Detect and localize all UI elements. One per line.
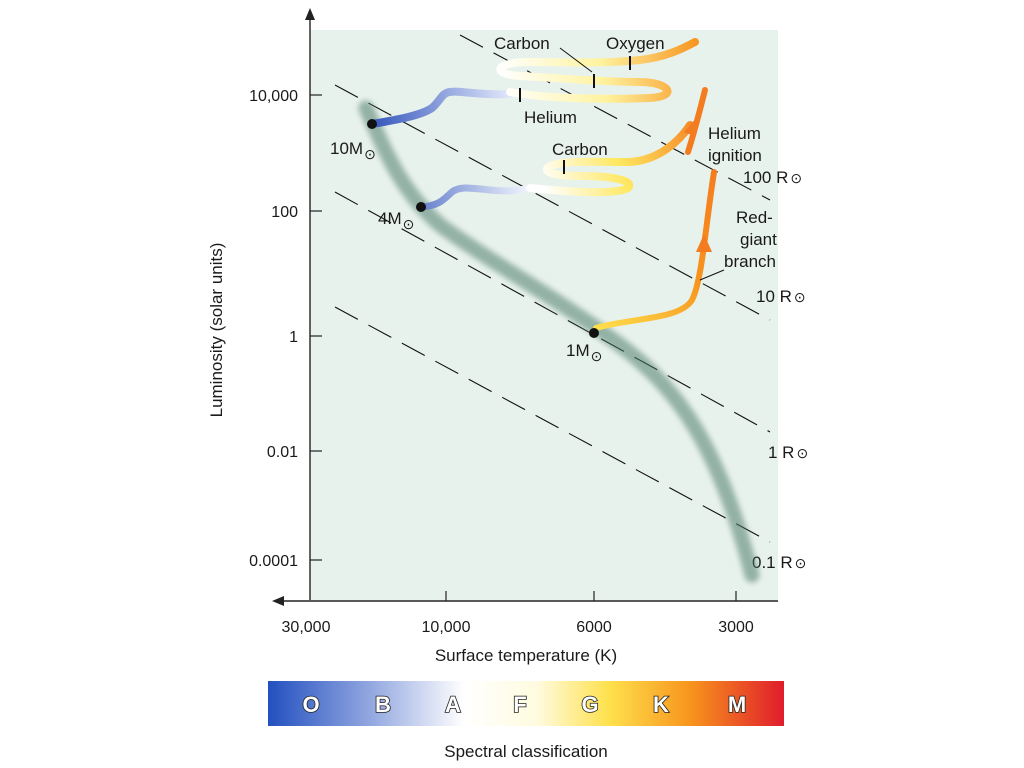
y-tick-label: 100: [271, 204, 298, 221]
x-axis-label: Surface temperature (K): [435, 646, 617, 665]
radius-label-100: 100 R ⊙: [743, 168, 802, 187]
track-1msun: [593, 169, 717, 331]
radius-label-1: 1 R ⊙: [768, 443, 808, 462]
spectral-class-k: K: [653, 692, 669, 717]
star-label-4msun: 4M⊙: [378, 209, 414, 232]
x-ticks: [445, 591, 737, 601]
annotation-helium: Helium: [524, 108, 577, 127]
x-tick-label: 30,000: [282, 619, 331, 636]
star-1msun-dot: [589, 328, 599, 338]
spectral-title: Spectral classification: [444, 742, 607, 761]
radius-line-1: [334, 191, 771, 433]
y-ticks: [310, 94, 322, 561]
star-label-10msun: 10M⊙: [330, 139, 376, 162]
track-10msun-blue: [368, 87, 524, 128]
radius-label-0.1: 0.1 R ⊙: [752, 553, 806, 572]
red-giant-leader: [699, 269, 725, 281]
x-axis-arrow-icon: [272, 596, 284, 606]
star-10msun-dot: [367, 119, 377, 129]
y-tick-label: 10,000: [249, 88, 298, 105]
spectral-class-m: M: [728, 692, 746, 717]
track-markers: [519, 56, 631, 174]
spectral-class-f: F: [513, 692, 526, 717]
radius-line-10: [334, 84, 771, 321]
radius-label-10: 10 R ⊙: [756, 287, 806, 306]
y-tick-label: 1: [289, 329, 298, 346]
spectral-class-b: B: [375, 692, 391, 717]
spectral-class-a: A: [445, 692, 461, 717]
y-axis-arrow-icon: [305, 8, 315, 20]
y-tick-label: 0.0001: [249, 553, 298, 570]
y-tick-label: 0.01: [267, 444, 298, 461]
annotation-helium-ignition: Helium ignition: [708, 124, 762, 165]
carbon-leader: [559, 47, 593, 73]
x-tick-label: 3000: [718, 619, 754, 636]
star-4msun-dot: [416, 202, 426, 212]
track-4msun-loop: [526, 121, 694, 197]
annotation-red-giant-branch: Red-giant branch: [724, 208, 777, 271]
spectral-bar: [268, 681, 784, 726]
track-4msun-blue: [417, 184, 536, 211]
track-10msun-ascent: [685, 87, 708, 155]
spectral-class-o: O: [302, 692, 319, 717]
y-axis-label: Luminosity (solar units): [207, 243, 226, 418]
main-sequence-band: [358, 100, 760, 583]
annotation-carbon-top: Carbon: [494, 34, 550, 53]
x-tick-label: 6000: [576, 619, 612, 636]
track-1msun-arrow-icon: [696, 234, 712, 252]
annotation-oxygen: Oxygen: [606, 34, 665, 53]
radius-line-0.1: [334, 306, 771, 543]
x-tick-label: 10,000: [422, 619, 471, 636]
annotation-carbon-mid: Carbon: [552, 140, 608, 159]
spectral-class-g: G: [581, 692, 598, 717]
star-label-1msun: 1M⊙: [566, 341, 602, 364]
